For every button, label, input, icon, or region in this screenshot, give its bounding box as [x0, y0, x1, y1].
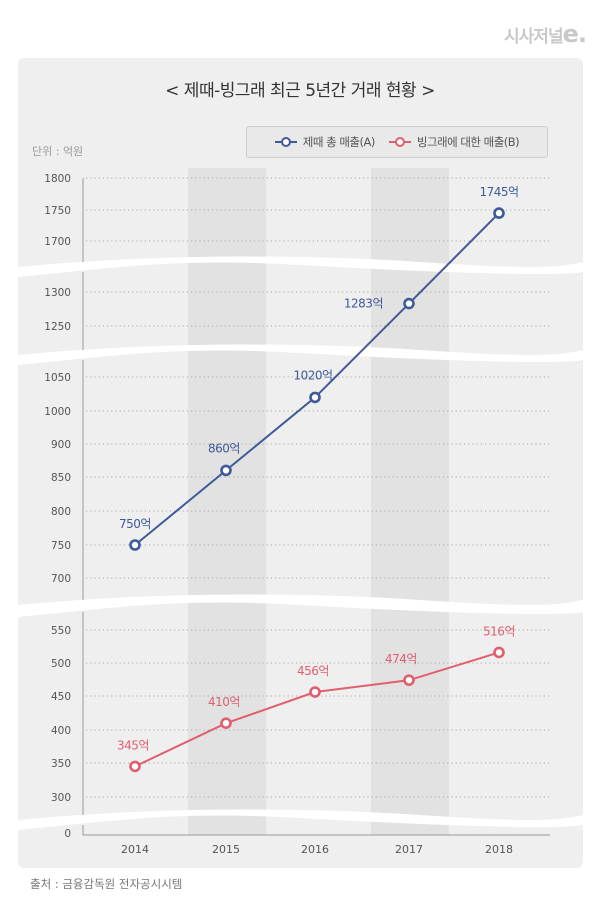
- y-tick-label: 1250: [44, 321, 71, 333]
- data-label: 516억: [483, 624, 515, 638]
- y-tick-label: 1050: [44, 372, 71, 384]
- data-point: [493, 207, 505, 219]
- data-point: [403, 297, 415, 310]
- x-tick-label: 2017: [395, 843, 423, 856]
- x-tick-label: 2014: [121, 843, 149, 856]
- axis-break-3: [18, 594, 583, 617]
- y-tick-label: 1750: [44, 205, 71, 217]
- data-label: 345억: [117, 738, 149, 752]
- legend-item-series-b: 빙그래에 대한 매출(B): [388, 134, 520, 150]
- line-marker-icon: [388, 137, 411, 147]
- data-point: [129, 760, 141, 773]
- source-note: 출처 : 금융감독원 전자공시시템: [30, 877, 183, 891]
- publisher-logo: 시사저널e.: [504, 20, 587, 48]
- y-tick-label: 1700: [44, 236, 71, 248]
- x-tick-label: 2015: [212, 843, 240, 856]
- y-tick-label: 450: [51, 691, 71, 703]
- legend-item-series-a: 제때 총 매출(A): [274, 134, 376, 150]
- y-tick-label: 900: [51, 439, 71, 451]
- y-tick-label: 750: [51, 540, 71, 552]
- data-point: [220, 464, 232, 477]
- y-tick-label: 1800: [44, 173, 71, 185]
- logo-suffix: e.: [562, 20, 587, 48]
- y-tick-label: 350: [51, 758, 71, 770]
- data-label: 1283억: [344, 297, 383, 311]
- data-point: [129, 539, 141, 551]
- x-tick-label: 2016: [301, 843, 329, 856]
- x-tick-label: 2018: [485, 843, 513, 856]
- data-label: 456억: [297, 664, 329, 678]
- y-tick-label: 0: [64, 828, 71, 840]
- data-label: 750억: [119, 517, 151, 531]
- axis-break-1: [18, 256, 583, 277]
- logo-text: 시사저널: [504, 27, 564, 47]
- data-point: [220, 717, 232, 730]
- data-point: [309, 391, 321, 404]
- shaded-band-2017: [371, 168, 449, 835]
- line-marker-icon: [274, 137, 297, 147]
- data-label: 410억: [208, 695, 240, 709]
- y-tick-label: 850: [51, 472, 71, 484]
- legend: 제때 총 매출(A) 빙그래에 대한 매출(B): [246, 126, 548, 158]
- data-point: [493, 646, 505, 659]
- axis-break-2: [18, 344, 583, 365]
- chart-title: < 제때-빙그래 최근 5년간 거래 현황 >: [165, 81, 435, 101]
- y-tick-label: 300: [51, 792, 71, 804]
- legend-label: 제때 총 매출(A): [302, 135, 376, 149]
- y-tick-label: 700: [51, 573, 71, 585]
- data-label: 860억: [208, 441, 240, 455]
- y-tick-label: 500: [51, 658, 71, 670]
- y-tick-label: 550: [51, 625, 71, 637]
- data-point: [309, 686, 321, 698]
- y-tick-label: 1300: [44, 287, 71, 299]
- data-label: 1745억: [479, 185, 518, 199]
- axis-break-4: [18, 809, 583, 830]
- y-tick-label: 800: [51, 506, 71, 518]
- y-tick-label: 400: [51, 725, 71, 737]
- data-label: 474억: [385, 652, 417, 666]
- data-label: 1020억: [293, 368, 332, 382]
- chart-card: [18, 58, 583, 868]
- legend-label: 빙그래에 대한 매출(B): [416, 135, 520, 149]
- unit-label: 단위 : 억원: [32, 145, 84, 158]
- data-point: [403, 674, 415, 686]
- y-tick-label: 1000: [44, 406, 71, 418]
